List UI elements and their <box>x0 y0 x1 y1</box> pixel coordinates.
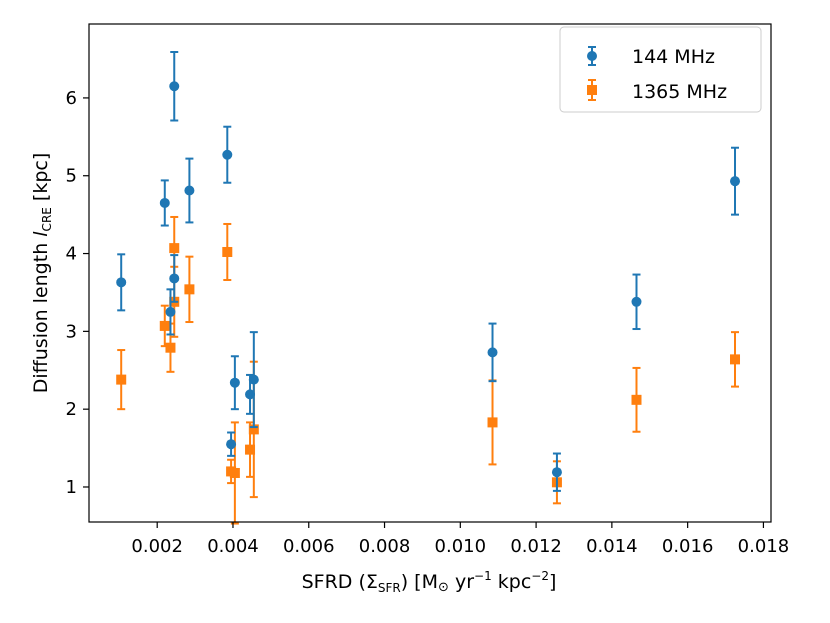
circle-marker <box>226 439 237 450</box>
y-tick-label: 5 <box>66 166 77 187</box>
x-tick-label: 0.008 <box>359 536 411 557</box>
data-point <box>551 452 562 492</box>
y-tick-label: 4 <box>66 244 77 265</box>
square-marker <box>631 394 642 405</box>
square-marker <box>245 444 256 455</box>
circle-marker <box>551 467 562 478</box>
axes-layer: 0.002 0.004 0.006 0.008 0.010 0.012 0.014 0.016… <box>66 23 790 557</box>
x-tick-label: 0.002 <box>131 536 183 557</box>
circle-marker <box>487 347 498 358</box>
x-tick-label: 0.004 <box>207 536 259 557</box>
circle-marker <box>248 374 259 385</box>
circle-marker <box>245 389 256 400</box>
data-point <box>229 421 240 525</box>
data-point <box>631 273 642 331</box>
y-tick-label: 6 <box>66 88 77 109</box>
series-144-mhz <box>116 51 741 492</box>
circle-marker <box>165 306 176 317</box>
circle-marker <box>631 296 642 307</box>
series-1365-mhz <box>116 215 741 525</box>
data-point <box>730 331 741 388</box>
data-point <box>222 222 233 282</box>
square-marker <box>487 417 498 428</box>
legend-label: 144 MHz <box>632 46 715 68</box>
y-axis-label: Diffusion length lCRE [kpc] <box>30 153 54 394</box>
circle-marker <box>222 149 233 160</box>
data-point <box>116 349 127 411</box>
circle-marker <box>159 197 170 208</box>
circle-marker <box>229 377 240 388</box>
circle-marker <box>116 277 127 288</box>
legend-frame <box>559 26 762 113</box>
legend-label: 1365 MHz <box>632 81 727 103</box>
data-point <box>116 253 127 312</box>
square-marker <box>169 243 180 254</box>
x-tick-label: 0.010 <box>435 536 487 557</box>
data-point <box>631 366 642 433</box>
square-marker <box>184 284 195 295</box>
circle-marker <box>184 185 195 196</box>
data-point <box>487 379 498 466</box>
x-tick-label: 0.014 <box>586 536 638 557</box>
square-marker <box>229 467 240 478</box>
x-tick-label: 0.016 <box>662 536 714 557</box>
data-point <box>165 288 176 336</box>
x-tick-label: 0.012 <box>510 536 562 557</box>
legend: 144 MHz 1365 MHz <box>559 26 762 113</box>
y-tick-label: 1 <box>66 477 77 498</box>
legend-square-marker <box>587 85 597 95</box>
square-marker <box>165 342 176 353</box>
data-point <box>487 322 498 383</box>
square-marker <box>222 246 233 257</box>
circle-marker <box>169 273 180 284</box>
data-point <box>184 157 195 224</box>
data-point <box>229 355 240 411</box>
data-point <box>730 146 741 216</box>
data-point <box>169 51 180 122</box>
data-point <box>222 125 233 184</box>
circle-marker <box>730 176 741 187</box>
data-point <box>184 255 195 324</box>
data-point <box>248 331 259 429</box>
axes-frame <box>88 23 772 523</box>
x-axis-label: SFRD (ΣSFR) [M⊙ yr−1 kpc−2] <box>302 569 557 595</box>
plot-layer <box>116 51 741 525</box>
data-point <box>226 431 237 457</box>
legend-entry-144mhz: 144 MHz <box>587 46 715 68</box>
legend-circle-marker <box>587 51 597 61</box>
square-marker <box>116 374 127 385</box>
circle-marker <box>169 81 180 92</box>
y-tick-label: 2 <box>66 399 77 420</box>
data-point <box>169 254 180 303</box>
legend-entry-1365mhz: 1365 MHz <box>587 79 727 103</box>
data-point <box>159 179 170 227</box>
square-marker <box>248 424 259 435</box>
x-tick-label: 0.018 <box>738 536 790 557</box>
square-marker <box>159 320 170 331</box>
y-tick-label: 3 <box>66 321 77 342</box>
square-marker <box>730 354 741 365</box>
x-tick-label: 0.006 <box>283 536 335 557</box>
